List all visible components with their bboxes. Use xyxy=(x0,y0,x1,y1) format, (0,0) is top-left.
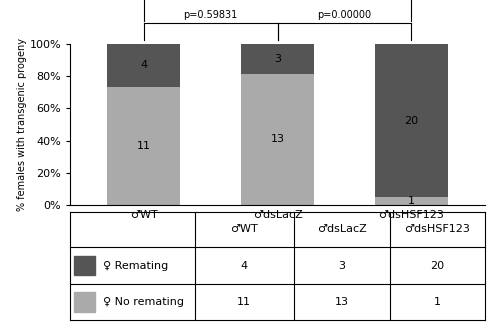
Text: 13: 13 xyxy=(270,134,284,144)
Text: 20: 20 xyxy=(404,116,418,126)
Text: 3: 3 xyxy=(338,261,345,271)
Text: 4: 4 xyxy=(140,60,147,70)
Text: ♂dsHSF123: ♂dsHSF123 xyxy=(404,224,470,234)
Text: 1: 1 xyxy=(434,297,441,307)
Text: 11: 11 xyxy=(136,141,150,151)
Bar xyxy=(107,87,180,205)
Y-axis label: % females with transgenic progeny: % females with transgenic progeny xyxy=(16,38,26,211)
Text: 3: 3 xyxy=(274,54,281,64)
Text: 13: 13 xyxy=(335,297,349,307)
Bar xyxy=(374,44,448,197)
Bar xyxy=(107,44,180,87)
Bar xyxy=(74,256,95,276)
Text: ♂dsLacZ: ♂dsLacZ xyxy=(317,224,366,234)
Text: p=0.59831: p=0.59831 xyxy=(184,10,238,20)
Bar xyxy=(374,197,448,205)
Text: 4: 4 xyxy=(240,261,248,271)
Text: ♀ No remating: ♀ No remating xyxy=(103,297,184,307)
Bar xyxy=(240,44,314,74)
Text: 11: 11 xyxy=(238,297,252,307)
Bar xyxy=(74,292,95,312)
Text: 1: 1 xyxy=(408,196,415,206)
Bar xyxy=(240,74,314,205)
Text: p=0.00000: p=0.00000 xyxy=(318,10,372,20)
Text: ♀ Remating: ♀ Remating xyxy=(103,261,168,271)
Text: 20: 20 xyxy=(430,261,444,271)
Text: ♂WT: ♂WT xyxy=(230,224,258,234)
